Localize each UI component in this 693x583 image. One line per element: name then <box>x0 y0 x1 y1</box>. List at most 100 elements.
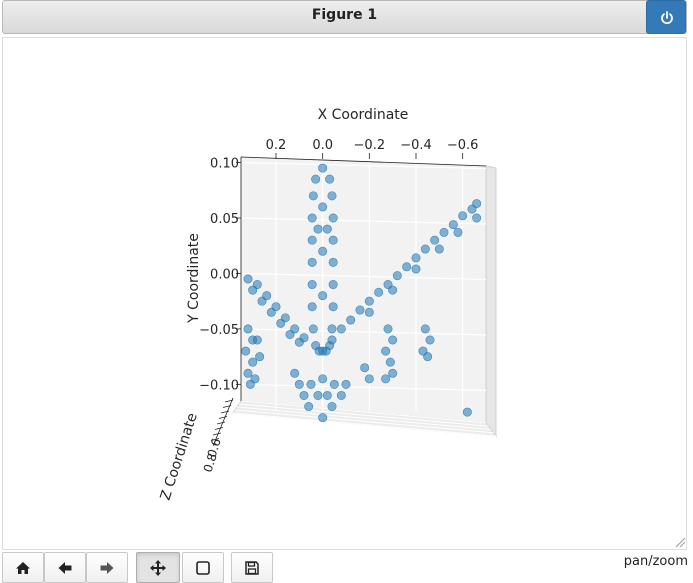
scatter-point <box>336 390 346 400</box>
scatter-point <box>328 213 338 223</box>
scatter-point <box>381 374 391 384</box>
figure-canvas[interactable]: 0.2 0.0 −0.2 −0.4 −0.6 0.10 0.05 0.00 −0.05 −0.1… <box>2 37 687 550</box>
scatter-point <box>327 402 337 412</box>
scatter-point <box>248 357 258 367</box>
scatter-point <box>248 285 258 295</box>
floppy-icon <box>245 560 259 575</box>
y-tick-label: 0.05 <box>210 212 239 227</box>
z-tick-label: 0.8 <box>201 452 220 474</box>
z-tick-mark <box>210 438 220 441</box>
scatter-point <box>328 302 338 312</box>
scatter-point <box>364 374 374 384</box>
z-gridline <box>232 412 497 437</box>
scatter-point <box>321 346 331 356</box>
scatter-point <box>360 363 370 373</box>
scatter-point <box>364 296 374 306</box>
x-tick-label: −0.2 <box>354 138 386 153</box>
arrow-right-icon <box>100 561 114 574</box>
figure-title: Figure 1 <box>311 7 378 23</box>
scatter-point <box>313 390 323 400</box>
y-tick-label: 0.10 <box>210 157 239 172</box>
scatter-point <box>290 368 300 378</box>
scatter-point <box>318 374 328 384</box>
scatter-point <box>448 220 458 230</box>
x-tick-label: −0.6 <box>447 138 479 153</box>
scatter-point <box>328 235 338 245</box>
scatter-point <box>374 287 384 297</box>
scatter-point <box>336 324 346 334</box>
power-icon <box>661 11 673 25</box>
back-pane <box>240 156 487 424</box>
scatter-point <box>313 224 323 234</box>
scatter-point <box>434 244 444 254</box>
scatter-point <box>388 335 398 345</box>
scatter-point <box>318 163 328 173</box>
y-gridline <box>240 217 487 225</box>
scatter-point <box>385 357 395 367</box>
scatter-points <box>241 163 482 423</box>
z-axis-label: Z Coordinate <box>158 411 201 502</box>
scatter-point <box>304 402 314 412</box>
scatter-point <box>364 307 374 317</box>
scatter-point <box>307 302 317 312</box>
scatter-point <box>241 346 251 356</box>
forward-button[interactable] <box>86 552 128 583</box>
scatter-point <box>294 379 304 389</box>
save-button[interactable] <box>231 552 273 583</box>
scatter-point <box>252 335 262 345</box>
scatter-point <box>308 324 318 334</box>
x-tick-label: −0.4 <box>400 138 432 153</box>
scatter-point <box>383 324 393 334</box>
scatter-point <box>329 379 339 389</box>
move-icon <box>150 559 166 576</box>
y-gridline <box>240 383 487 391</box>
scatter-point <box>402 262 412 272</box>
resize-handle-icon[interactable] <box>674 536 686 548</box>
scatter-point <box>243 368 253 378</box>
z-tick-mark <box>224 399 234 403</box>
scatter-point <box>266 307 276 317</box>
scatter-point <box>318 246 328 256</box>
x-axis-line <box>240 156 487 167</box>
back-button[interactable] <box>44 552 86 583</box>
scatter-point <box>307 280 317 290</box>
z-gridline <box>236 406 492 430</box>
grid-lines <box>232 161 497 437</box>
scatter-point <box>472 213 482 223</box>
z-tick-label: 0.6 <box>205 437 224 459</box>
scatter-point <box>250 374 260 384</box>
scatter-point <box>325 174 335 184</box>
scatter-point <box>294 337 304 347</box>
scatter-point <box>306 379 316 389</box>
figure-titlebar: Figure 1 <box>2 0 687 34</box>
home-button[interactable] <box>2 552 44 583</box>
z-gridline <box>238 403 489 427</box>
y-gridline <box>240 161 487 170</box>
y-tick-label: −0.10 <box>199 378 239 393</box>
scatter-point <box>243 274 253 284</box>
scatter-point <box>328 280 338 290</box>
3d-scatter-plot[interactable]: 0.2 0.0 −0.2 −0.4 −0.6 0.10 0.05 0.00 −0.05 −0.1… <box>3 38 688 551</box>
scatter-point <box>327 335 337 345</box>
y-gridline <box>240 328 487 336</box>
scatter-point <box>307 213 317 223</box>
scatter-point <box>425 335 435 345</box>
scatter-point <box>472 199 482 209</box>
x-tick-label: 0.0 <box>312 138 333 153</box>
z-tick-mark <box>218 416 228 419</box>
scatter-point <box>307 257 317 267</box>
scatter-point <box>308 191 318 201</box>
close-figure-button[interactable] <box>646 0 686 34</box>
y-tick-label: −0.05 <box>199 323 239 338</box>
scatter-point <box>311 174 321 184</box>
zoom-rect-button[interactable] <box>182 552 224 583</box>
scatter-point <box>420 244 430 254</box>
scatter-point <box>276 318 286 328</box>
scatter-point <box>341 379 351 389</box>
square-icon <box>196 560 210 575</box>
scatter-point <box>299 390 309 400</box>
y-gridline <box>240 272 487 281</box>
pan-button[interactable] <box>136 552 180 583</box>
x-tick-label: 0.2 <box>266 138 287 153</box>
scatter-point <box>458 211 468 221</box>
